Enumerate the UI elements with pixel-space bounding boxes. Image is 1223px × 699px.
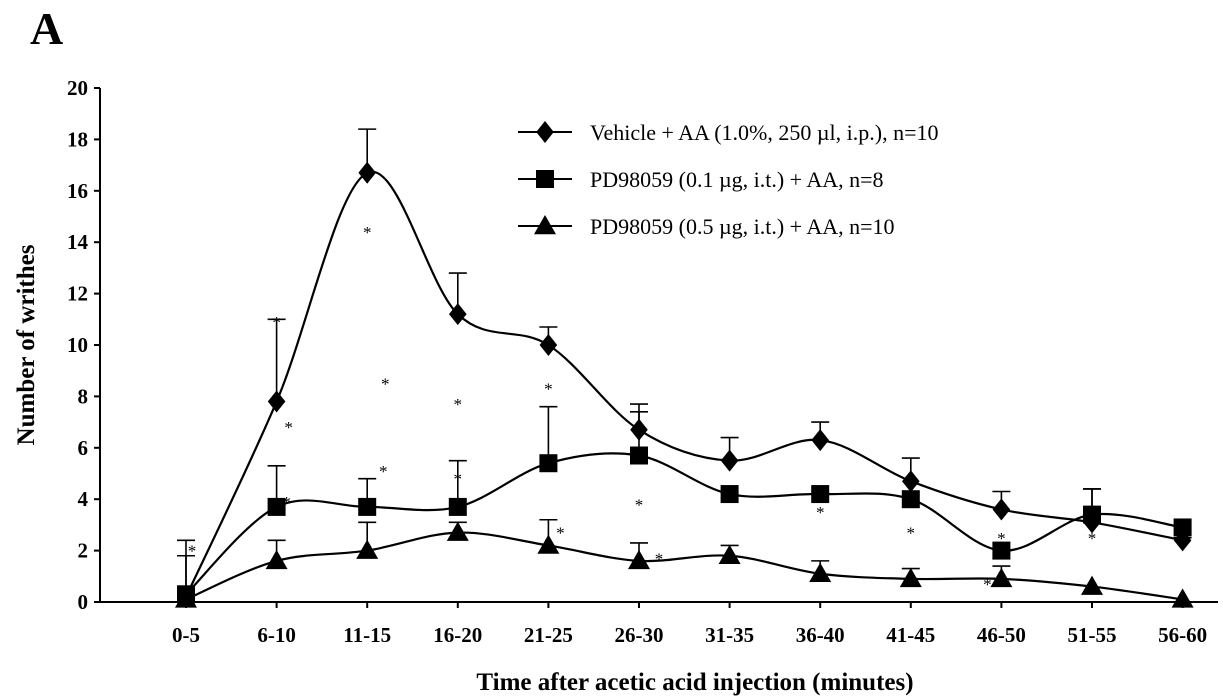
data-point-triangle bbox=[356, 539, 379, 559]
legend-label: Vehicle + AA (1.0%, 250 µl, i.p.), n=10 bbox=[590, 120, 939, 145]
significance-asterisk: * bbox=[272, 313, 281, 332]
x-tick-label: 21-25 bbox=[524, 623, 573, 647]
y-tick-label: 0 bbox=[78, 590, 89, 614]
data-point-diamond bbox=[811, 429, 829, 452]
legend-triangle-marker bbox=[534, 215, 556, 235]
significance-asterisk: * bbox=[1088, 529, 1097, 548]
x-tick-label: 36-40 bbox=[796, 623, 845, 647]
legend-diamond-marker bbox=[536, 121, 554, 143]
legend-label: PD98059 (0.5 µg, i.t.) + AA, n=10 bbox=[590, 214, 895, 239]
axes bbox=[99, 88, 1218, 603]
data-point-triangle bbox=[628, 549, 650, 570]
data-point-triangle bbox=[990, 567, 1013, 588]
x-axis-ticks: 0-5 6-10 11-15 16-20 21-25 26-30 31-35 36-40 41-… bbox=[172, 602, 1207, 647]
data-point-square bbox=[448, 497, 467, 516]
y-tick-label: 6 bbox=[78, 436, 89, 460]
significance-asterisk: * bbox=[635, 495, 644, 514]
y-tick-label: 16 bbox=[67, 179, 88, 203]
x-tick-label: 16-20 bbox=[433, 623, 482, 647]
data-point-triangle bbox=[1171, 588, 1194, 608]
data-point-diamond bbox=[630, 418, 648, 441]
series-line-square bbox=[185, 452, 1183, 596]
data-point-square bbox=[1083, 505, 1101, 524]
legend-item: PD98059 (0.5 µg, i.t.) + AA, n=10 bbox=[518, 214, 895, 239]
y-axis-ticks: 0 2 4 6 8 10 12 14 16 18 20 bbox=[67, 76, 100, 614]
significance-asterisk: * bbox=[816, 503, 825, 522]
data-point-triangle bbox=[265, 549, 288, 570]
data-point-triangle bbox=[1081, 575, 1103, 595]
data-point-square bbox=[720, 485, 739, 504]
data-point-triangle bbox=[809, 562, 832, 582]
legend-square-marker bbox=[536, 170, 554, 188]
x-tick-label: 31-35 bbox=[705, 623, 754, 647]
data-point-square bbox=[539, 454, 558, 473]
data-point-square bbox=[901, 490, 920, 509]
significance-asterisk: * bbox=[454, 395, 463, 414]
y-tick-label: 2 bbox=[78, 539, 89, 563]
series-line-triangle bbox=[185, 531, 1183, 601]
x-tick-label: 26-30 bbox=[615, 623, 664, 647]
x-tick-label: 11-15 bbox=[343, 623, 391, 647]
error-bars bbox=[177, 128, 1192, 597]
data-point-diamond bbox=[902, 470, 920, 493]
significance-asterisk: * bbox=[379, 462, 388, 481]
significance-asterisk: * bbox=[363, 223, 372, 242]
x-tick-label: 51-55 bbox=[1068, 623, 1117, 647]
significance-asterisk: * bbox=[282, 493, 291, 512]
y-tick-label: 18 bbox=[67, 127, 88, 151]
data-point-triangle bbox=[899, 567, 922, 588]
y-tick-label: 4 bbox=[78, 487, 89, 511]
significance-asterisk: * bbox=[544, 380, 553, 399]
x-axis-title: Time after acetic acid injection (minute… bbox=[476, 669, 913, 696]
significance-asterisk: * bbox=[454, 470, 463, 489]
data-point-square bbox=[1173, 518, 1192, 537]
data-point-triangle bbox=[175, 588, 197, 608]
data-point-square bbox=[358, 497, 377, 516]
significance-asterisk: * bbox=[381, 375, 390, 394]
legend-item: PD98059 (0.1 µg, i.t.) + AA, n=8 bbox=[518, 167, 884, 192]
y-tick-label: 12 bbox=[67, 282, 88, 306]
significance-asterisk: * bbox=[556, 524, 565, 543]
data-point-diamond bbox=[449, 303, 467, 326]
x-tick-label: 56-60 bbox=[1158, 623, 1207, 647]
significance-asterisk: * bbox=[188, 542, 197, 561]
data-point-diamond bbox=[267, 390, 286, 413]
data-point-triangle bbox=[446, 521, 469, 541]
significance-asterisk: * bbox=[284, 418, 293, 437]
data-point-square bbox=[992, 541, 1011, 560]
x-tick-label: 6-10 bbox=[257, 623, 296, 647]
y-tick-label: 10 bbox=[67, 333, 88, 357]
data-point-diamond bbox=[539, 334, 558, 356]
x-tick-label: 46-50 bbox=[977, 623, 1026, 647]
data-point-triangle bbox=[718, 544, 741, 564]
legend-item: Vehicle + AA (1.0%, 250 µl, i.p.), n=10 bbox=[518, 120, 939, 145]
data-point-square bbox=[811, 485, 830, 504]
x-tick-label: 41-45 bbox=[886, 623, 935, 647]
x-tick-label: 0-5 bbox=[172, 623, 200, 647]
y-tick-label: 8 bbox=[78, 384, 89, 408]
significance-asterisk: * bbox=[907, 524, 916, 543]
data-point-square bbox=[630, 446, 648, 465]
data-point-diamond bbox=[358, 161, 376, 184]
legend-label: PD98059 (0.1 µg, i.t.) + AA, n=8 bbox=[590, 167, 884, 192]
series-markers bbox=[175, 161, 1194, 608]
data-point-diamond bbox=[720, 449, 739, 472]
y-tick-label: 14 bbox=[67, 230, 89, 254]
panel-label: A bbox=[30, 3, 64, 54]
legend: Vehicle + AA (1.0%, 250 µl, i.p.), n=10 P… bbox=[518, 120, 939, 239]
data-point-square bbox=[267, 497, 286, 516]
significance-asterisk: * bbox=[983, 575, 992, 594]
data-point-diamond bbox=[992, 498, 1011, 521]
significance-annotations: * * * * * * * * * * * * * * * * * * bbox=[188, 223, 1097, 594]
significance-asterisk: * bbox=[997, 529, 1006, 548]
significance-asterisk: * bbox=[655, 549, 664, 568]
y-tick-label: 20 bbox=[67, 76, 88, 100]
data-point-triangle bbox=[537, 534, 560, 554]
y-axis-title: Number of writhes bbox=[13, 244, 40, 445]
